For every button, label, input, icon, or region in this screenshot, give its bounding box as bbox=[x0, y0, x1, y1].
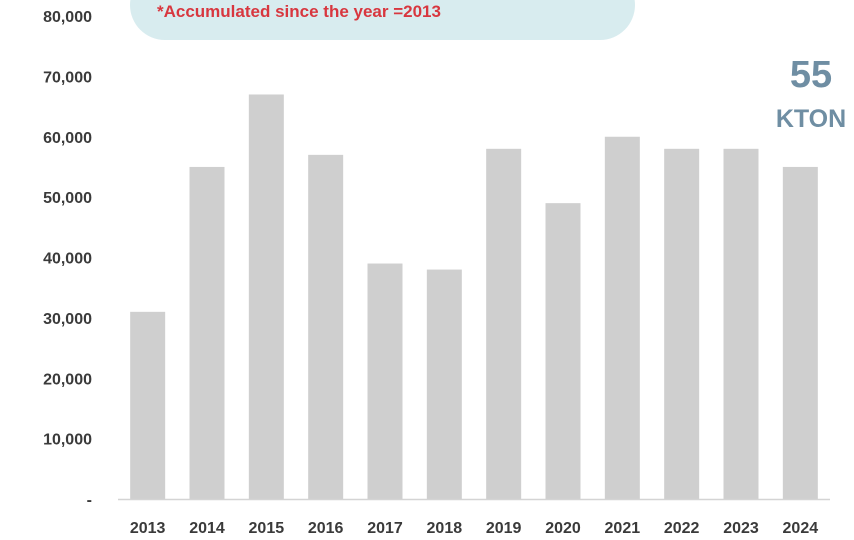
bar bbox=[782, 166, 818, 499]
x-tick-label: 2022 bbox=[664, 520, 700, 537]
bar bbox=[545, 203, 581, 499]
bar bbox=[664, 148, 700, 499]
y-axis-ticks: - 10,000 20,000 30,000 40,000 50,000 60,000 70,… bbox=[43, 9, 92, 509]
total-unit: KTON bbox=[775, 105, 847, 133]
x-tick-label: 2018 bbox=[427, 520, 463, 537]
bars-group bbox=[130, 94, 818, 500]
x-tick-label: 2023 bbox=[723, 520, 759, 537]
x-tick-label: 2017 bbox=[367, 520, 403, 537]
y-tick-label: 80,000 bbox=[43, 9, 92, 26]
note-banner bbox=[130, 0, 635, 40]
y-tick-label: 20,000 bbox=[43, 371, 92, 388]
y-tick-label: 10,000 bbox=[43, 432, 92, 449]
x-tick-label: 2016 bbox=[308, 520, 344, 537]
x-tick-label: 2019 bbox=[486, 520, 522, 537]
y-tick-label: 50,000 bbox=[43, 190, 92, 207]
x-tick-label: 2014 bbox=[189, 520, 225, 537]
bar bbox=[130, 311, 166, 499]
y-tick-label: 40,000 bbox=[43, 251, 92, 268]
y-tick-label: - bbox=[87, 492, 92, 509]
x-tick-label: 2020 bbox=[545, 520, 581, 537]
bar bbox=[604, 136, 640, 499]
x-tick-label: 2015 bbox=[249, 520, 285, 537]
bar bbox=[426, 269, 462, 499]
bar bbox=[308, 154, 344, 500]
total-value: 55 bbox=[789, 54, 833, 96]
x-tick-label: 2021 bbox=[605, 520, 641, 537]
note-text: *Accumulated since the year =2013 bbox=[157, 2, 441, 21]
bar bbox=[248, 94, 284, 500]
x-axis-ticks: 2013 2014 2015 2016 2017 2018 2019 2020 2021 2022… bbox=[130, 520, 818, 537]
y-tick-label: 70,000 bbox=[43, 69, 92, 86]
y-tick-label: 30,000 bbox=[43, 311, 92, 328]
bar bbox=[367, 263, 403, 499]
bar bbox=[723, 148, 759, 499]
y-tick-label: 60,000 bbox=[43, 130, 92, 147]
bar bbox=[189, 166, 225, 499]
bar bbox=[486, 148, 522, 499]
x-tick-label: 2024 bbox=[783, 520, 819, 537]
x-tick-label: 2013 bbox=[130, 520, 166, 537]
